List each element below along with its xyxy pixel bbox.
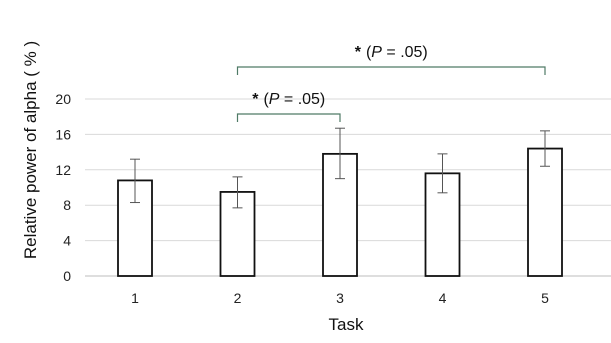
significance-star: *: [252, 91, 259, 108]
p-value-label: * (P = .05): [355, 44, 428, 61]
y-axis-title: Relative power of alpha ( % ): [21, 41, 40, 259]
y-tick-label: 20: [55, 91, 71, 107]
x-tick-label: 3: [336, 290, 344, 306]
significance-bracket: * (P = .05): [236, 44, 546, 75]
y-tick-labels: 0 4 8 12 16 20: [55, 91, 71, 284]
error-bar: [437, 153, 448, 194]
p-open-paren: (: [263, 91, 269, 108]
x-axis-title: Task: [329, 315, 364, 334]
p-value-label: * (P = .05): [252, 91, 325, 108]
p-symbol: P: [269, 91, 280, 108]
significance-bracket: * (P = .05): [236, 91, 341, 122]
error-bars: [130, 127, 550, 209]
significance-star: *: [355, 44, 362, 61]
error-bar: [232, 176, 243, 209]
x-tick-label: 5: [541, 290, 549, 306]
p-open-paren: (: [366, 44, 372, 61]
y-tick-label: 4: [63, 233, 71, 249]
significance-annotations: * (P = .05)* (P = .05): [236, 44, 546, 122]
bar: [527, 147, 563, 277]
x-tick-label: 2: [234, 290, 242, 306]
error-bar: [335, 127, 345, 180]
p-value-text: = .05): [382, 44, 428, 61]
x-tick-label: 4: [439, 290, 447, 306]
y-tick-label: 12: [55, 162, 71, 178]
x-tick-labels: 1 2 3 4 5: [131, 290, 549, 306]
error-bar: [540, 130, 550, 167]
y-tick-label: 16: [55, 126, 71, 142]
p-symbol: P: [371, 44, 382, 61]
y-tick-label: 0: [63, 268, 71, 284]
bracket-line: [236, 66, 546, 75]
p-value-text: = .05): [279, 91, 325, 108]
y-tick-label: 8: [63, 197, 71, 213]
error-bar: [130, 158, 140, 204]
bracket-line: [236, 113, 341, 122]
x-tick-label: 1: [131, 290, 139, 306]
